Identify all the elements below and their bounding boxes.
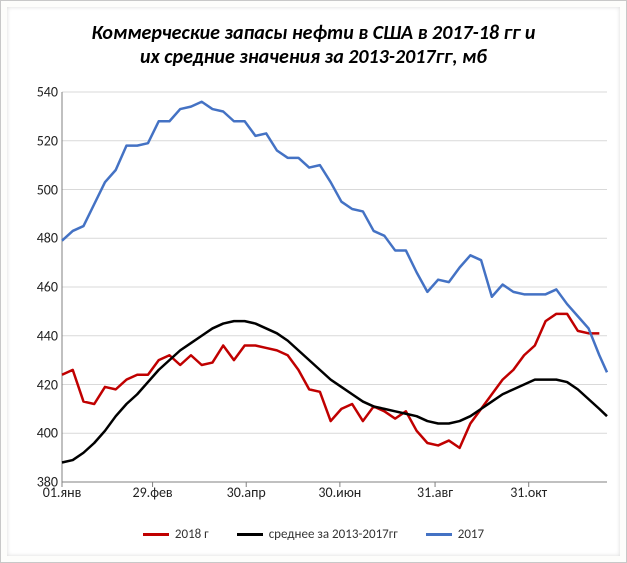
chart-frame: Коммерческие запасы нефти в США в 2017-1… <box>0 0 627 563</box>
xtick-label: 31.авг <box>417 482 453 501</box>
legend-label: 2018 г <box>175 527 209 542</box>
chart-title: Коммерческие запасы нефти в США в 2017-1… <box>7 21 620 69</box>
legend: 2018 г среднее за 2013-2017гг 2017 <box>7 527 620 542</box>
chart-area: Коммерческие запасы нефти в США в 2017-1… <box>7 7 620 556</box>
series-среднее за 2013-2017гг <box>62 321 607 462</box>
legend-label: 2017 <box>458 527 484 542</box>
ytick-label: 400 <box>18 425 62 442</box>
xtick-label: 01.янв <box>43 482 82 501</box>
legend-swatch <box>143 533 169 536</box>
xtick-label: 31.окт <box>510 482 547 501</box>
legend-swatch <box>426 533 452 536</box>
xtick-label: 30.апр <box>227 482 266 501</box>
xtick-label: 30.июн <box>318 482 361 501</box>
legend-label: среднее за 2013-2017гг <box>269 527 398 542</box>
series-2017 <box>62 102 607 373</box>
plot-region: 38040042044046048050052054001.янв29.фев3… <box>62 92 607 482</box>
chart-title-line2: их средние значения за 2013-2017гг, мб <box>7 45 620 69</box>
ytick-label: 500 <box>18 181 62 198</box>
legend-item: 2017 <box>426 527 484 542</box>
ytick-label: 540 <box>18 84 62 101</box>
ytick-label: 460 <box>18 279 62 296</box>
ytick-label: 520 <box>18 132 62 149</box>
plot-svg <box>62 92 607 482</box>
chart-title-line1: Коммерческие запасы нефти в США в 2017-1… <box>7 21 620 45</box>
legend-swatch <box>237 533 263 536</box>
xtick-label: 29.фев <box>132 482 172 501</box>
legend-item: 2018 г <box>143 527 209 542</box>
ytick-label: 420 <box>18 376 62 393</box>
legend-item: среднее за 2013-2017гг <box>237 527 398 542</box>
ytick-label: 440 <box>18 327 62 344</box>
ytick-label: 480 <box>18 230 62 247</box>
